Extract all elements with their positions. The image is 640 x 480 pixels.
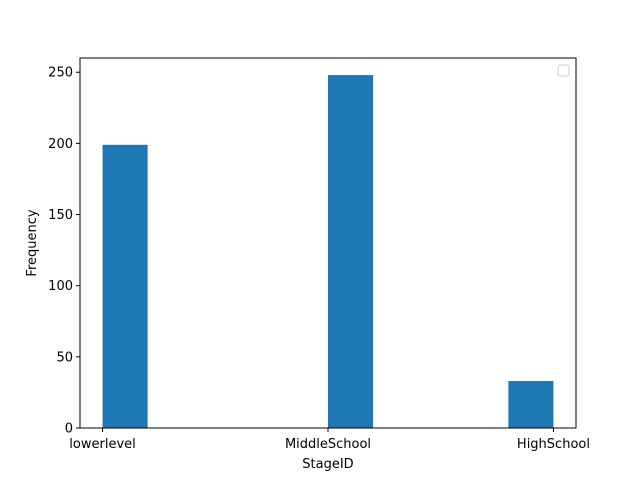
- y-tick-label: 100: [48, 279, 73, 294]
- histogram-bar: [508, 381, 554, 428]
- y-tick-label: 250: [48, 66, 73, 81]
- histogram-bar: [328, 75, 374, 428]
- bars-group: [102, 75, 554, 428]
- x-axis-ticks: lowerlevel MiddleSchool HighSchool: [69, 428, 590, 452]
- histogram-bar: [102, 144, 148, 428]
- x-tick-label: HighSchool: [517, 437, 590, 452]
- y-tick-label: 0: [65, 422, 73, 437]
- x-axis-label: StageID: [302, 457, 353, 472]
- y-tick-label: 150: [48, 208, 73, 223]
- axes-frame: [79, 57, 577, 429]
- y-tick-label: 200: [48, 137, 73, 152]
- x-tick-label: lowerlevel: [69, 437, 135, 452]
- y-axis-ticks: 0 50 100 150 200 250: [48, 66, 80, 437]
- x-tick-label: MiddleSchool: [285, 437, 371, 452]
- y-axis-label: Frequency: [25, 209, 40, 276]
- y-tick-label: 50: [56, 350, 73, 365]
- empty-legend-box: [557, 64, 570, 77]
